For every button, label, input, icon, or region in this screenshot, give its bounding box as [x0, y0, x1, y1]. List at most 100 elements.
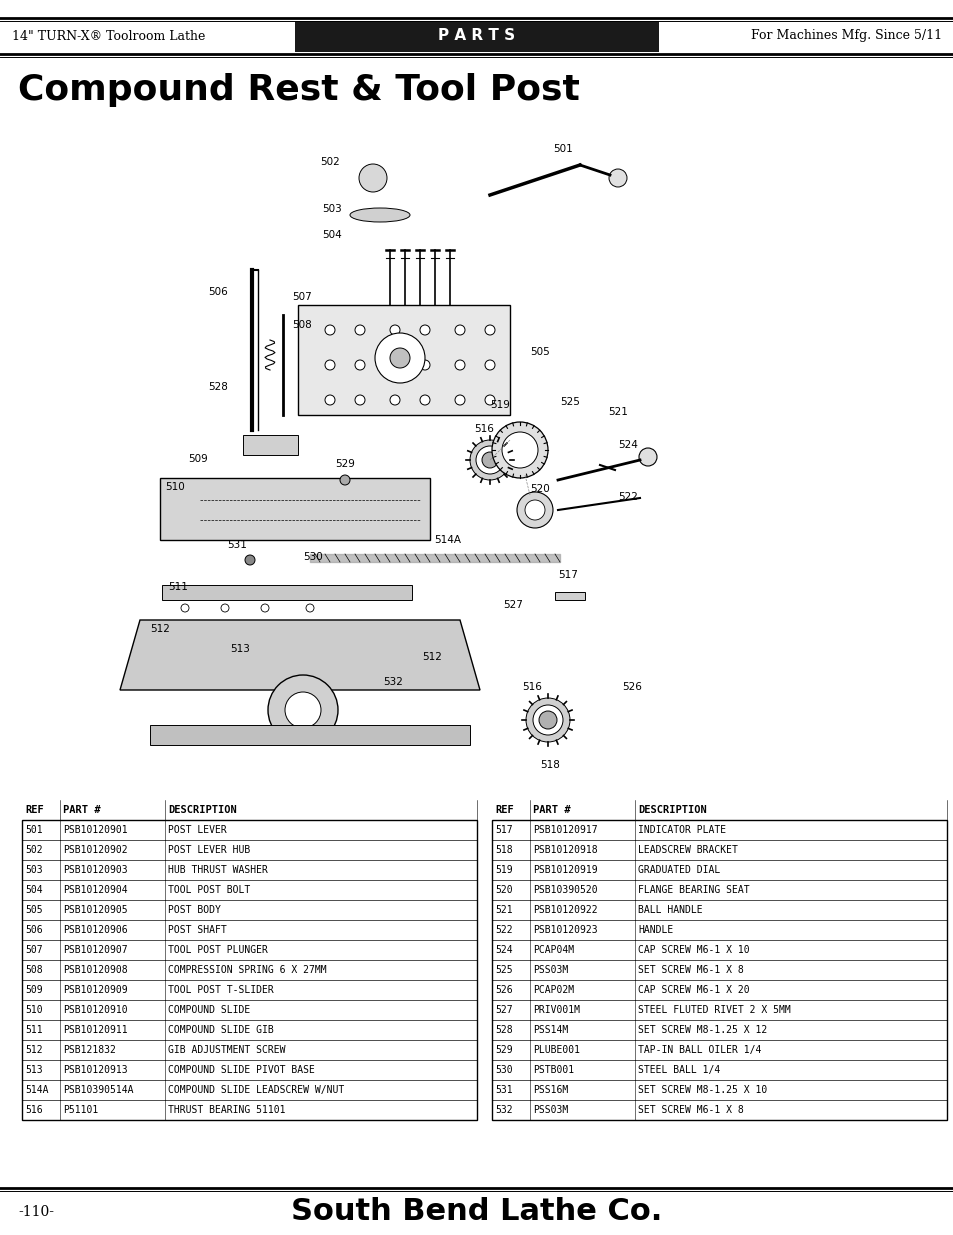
Text: 521: 521: [607, 408, 627, 417]
Text: SET SCREW M8-1.25 X 10: SET SCREW M8-1.25 X 10: [638, 1086, 766, 1095]
Circle shape: [455, 325, 464, 335]
Text: PSS16M: PSS16M: [533, 1086, 568, 1095]
Bar: [555, 592, 584, 600]
Text: 513: 513: [230, 643, 250, 655]
Bar: [492, 1000, 946, 1020]
Text: PSB10120922: PSB10120922: [533, 905, 597, 915]
Text: 522: 522: [495, 925, 512, 935]
Bar: [22, 881, 476, 900]
Text: 532: 532: [495, 1105, 512, 1115]
Text: 518: 518: [539, 760, 559, 769]
Text: PLUBE001: PLUBE001: [533, 1045, 579, 1055]
Text: PSB10120905: PSB10120905: [63, 905, 128, 915]
Circle shape: [524, 500, 544, 520]
Text: PSB10120917: PSB10120917: [533, 825, 597, 835]
Text: LEADSCREW BRACKET: LEADSCREW BRACKET: [638, 845, 737, 855]
Text: TOOL POST BOLT: TOOL POST BOLT: [168, 885, 250, 895]
Bar: [22, 1079, 476, 1100]
Text: PART #: PART #: [63, 805, 100, 815]
Text: 502: 502: [25, 845, 43, 855]
Text: 518: 518: [495, 845, 512, 855]
Circle shape: [455, 359, 464, 370]
Text: 532: 532: [383, 677, 402, 687]
Circle shape: [390, 395, 399, 405]
Bar: [22, 840, 476, 860]
Bar: [22, 920, 476, 940]
Text: 502: 502: [320, 157, 339, 167]
Bar: [22, 1100, 476, 1120]
Bar: [22, 940, 476, 960]
Text: 514A: 514A: [434, 535, 461, 545]
Text: 522: 522: [618, 492, 638, 501]
Circle shape: [419, 395, 430, 405]
Circle shape: [355, 359, 365, 370]
Circle shape: [470, 440, 510, 480]
Text: HANDLE: HANDLE: [638, 925, 673, 935]
Circle shape: [390, 348, 410, 368]
Circle shape: [455, 395, 464, 405]
Text: 525: 525: [495, 965, 512, 974]
Text: 524: 524: [495, 945, 512, 955]
Text: 524: 524: [618, 440, 638, 450]
Text: CAP SCREW M6-1 X 20: CAP SCREW M6-1 X 20: [638, 986, 749, 995]
Text: 516: 516: [25, 1105, 43, 1115]
Bar: [22, 820, 476, 840]
Text: PSB10120902: PSB10120902: [63, 845, 128, 855]
Text: PSB10120923: PSB10120923: [533, 925, 597, 935]
Circle shape: [245, 555, 254, 564]
Text: 501: 501: [553, 144, 572, 154]
Text: 506: 506: [208, 287, 228, 296]
Text: 512: 512: [25, 1045, 43, 1055]
Text: PSB10390520: PSB10390520: [533, 885, 597, 895]
Circle shape: [419, 325, 430, 335]
Text: 503: 503: [322, 204, 341, 214]
Text: BALL HANDLE: BALL HANDLE: [638, 905, 702, 915]
Text: 519: 519: [495, 864, 512, 876]
Circle shape: [517, 492, 553, 529]
Polygon shape: [120, 620, 479, 690]
Text: 511: 511: [168, 582, 188, 592]
Text: PSB121832: PSB121832: [63, 1045, 115, 1055]
Text: P51101: P51101: [63, 1105, 98, 1115]
Circle shape: [285, 692, 320, 727]
Text: COMPOUND SLIDE GIB: COMPOUND SLIDE GIB: [168, 1025, 274, 1035]
Text: STEEL FLUTED RIVET 2 X 5MM: STEEL FLUTED RIVET 2 X 5MM: [638, 1005, 790, 1015]
Text: THRUST BEARING 51101: THRUST BEARING 51101: [168, 1105, 285, 1115]
Text: 505: 505: [25, 905, 43, 915]
Text: PSB10120903: PSB10120903: [63, 864, 128, 876]
Circle shape: [481, 452, 497, 468]
Text: PSB10120907: PSB10120907: [63, 945, 128, 955]
Circle shape: [390, 325, 399, 335]
Polygon shape: [160, 478, 430, 540]
Bar: [150, 725, 470, 745]
Circle shape: [538, 711, 557, 729]
Text: 509: 509: [188, 454, 208, 464]
Circle shape: [492, 422, 547, 478]
Circle shape: [181, 604, 189, 613]
Text: PSB10120909: PSB10120909: [63, 986, 128, 995]
Text: 519: 519: [490, 400, 510, 410]
Text: COMPRESSION SPRING 6 X 27MM: COMPRESSION SPRING 6 X 27MM: [168, 965, 326, 974]
Circle shape: [268, 676, 337, 745]
Text: COMPOUND SLIDE LEADSCREW W/NUT: COMPOUND SLIDE LEADSCREW W/NUT: [168, 1086, 344, 1095]
Text: 508: 508: [25, 965, 43, 974]
Text: 520: 520: [495, 885, 512, 895]
Text: PSB10120918: PSB10120918: [533, 845, 597, 855]
Text: 504: 504: [322, 230, 341, 240]
Text: 521: 521: [495, 905, 512, 915]
Text: 505: 505: [530, 347, 549, 357]
Text: 517: 517: [558, 571, 578, 580]
Bar: [22, 860, 476, 881]
Bar: [297, 305, 510, 415]
Text: GIB ADJUSTMENT SCREW: GIB ADJUSTMENT SCREW: [168, 1045, 285, 1055]
Text: 503: 503: [25, 864, 43, 876]
Bar: [294, 21, 659, 52]
Text: POST LEVER: POST LEVER: [168, 825, 227, 835]
Text: Compound Rest & Tool Post: Compound Rest & Tool Post: [18, 73, 579, 107]
Text: PSB10390514A: PSB10390514A: [63, 1086, 133, 1095]
Text: DESCRIPTION: DESCRIPTION: [168, 805, 236, 815]
Text: COMPOUND SLIDE: COMPOUND SLIDE: [168, 1005, 250, 1015]
Text: 512: 512: [421, 652, 441, 662]
Bar: [492, 981, 946, 1000]
Bar: [22, 960, 476, 981]
